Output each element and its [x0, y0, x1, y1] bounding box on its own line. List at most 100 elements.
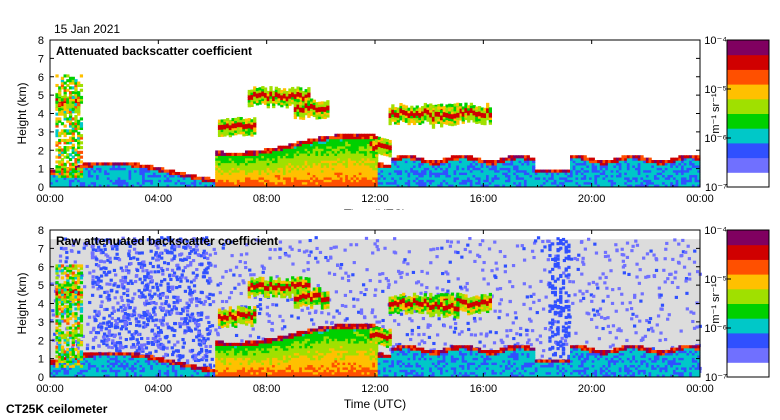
heatmap-cell [174, 179, 178, 183]
heatmap-cell [605, 162, 609, 166]
heatmap-cell [345, 133, 349, 137]
x-tick-label: 16:00 [470, 193, 498, 205]
heatmap-cell [502, 160, 506, 164]
heatmap-cell [385, 150, 390, 155]
heatmap-cell [71, 91, 75, 95]
heatmap-cell [364, 136, 368, 140]
heatmap-cell [255, 162, 260, 166]
heatmap-cell [624, 167, 628, 171]
heatmap-cell [226, 162, 230, 166]
heatmap-cell [402, 174, 406, 178]
heatmap-cell [334, 157, 338, 161]
heatmap-cell [90, 171, 94, 176]
heatmap-cell [366, 169, 371, 173]
heatmap-cell [494, 167, 498, 171]
heatmap-cell [477, 181, 482, 185]
heatmap-cell [250, 89, 254, 93]
heatmap-cell [326, 164, 330, 168]
heatmap-cell [393, 160, 398, 164]
heatmap-cell [312, 157, 316, 161]
heatmap-cell [689, 176, 693, 180]
heatmap-cell [63, 141, 67, 145]
heatmap-cell [442, 167, 446, 171]
heatmap-cell [173, 245, 177, 249]
heatmap-cell [125, 167, 130, 171]
heatmap-cell [120, 298, 124, 302]
heatmap-cell [337, 169, 341, 173]
heatmap-cell [626, 169, 631, 173]
heatmap-cell [255, 150, 260, 154]
heatmap-cell [383, 140, 387, 144]
heatmap-cell [228, 131, 232, 135]
heatmap-cell [282, 181, 287, 185]
heatmap-cell [494, 162, 498, 166]
heatmap-cell [350, 181, 354, 185]
heatmap-cell [122, 304, 126, 308]
heatmap-cell [304, 183, 308, 187]
heatmap-cell [659, 164, 663, 168]
heatmap-cell [513, 162, 517, 166]
heatmap-cell [312, 140, 316, 145]
heatmap-cell [431, 171, 436, 176]
heatmap-cell [107, 320, 111, 324]
heatmap-cell [55, 131, 59, 135]
heatmap-cell [250, 169, 254, 173]
heatmap-cell [93, 162, 97, 166]
heatmap-cell [410, 179, 414, 183]
heatmap-cell [63, 169, 67, 174]
heatmap-cell [534, 176, 539, 180]
heatmap-cell [239, 181, 243, 185]
heatmap-cell [86, 241, 90, 245]
heatmap-cell [515, 171, 520, 176]
heatmap-cell [68, 103, 73, 107]
heatmap-cell [274, 160, 279, 164]
heatmap-cell [139, 171, 143, 176]
heatmap-cell [77, 131, 81, 135]
heatmap-cell [526, 183, 530, 187]
heatmap-cell [77, 138, 81, 142]
heatmap-cell [118, 341, 123, 345]
heatmap-cell [678, 155, 682, 159]
heatmap-cell [388, 114, 392, 119]
heatmap-cell [407, 167, 411, 171]
heatmap-cell [648, 164, 652, 168]
heatmap-cell [450, 108, 455, 112]
heatmap-cell [467, 109, 471, 114]
heatmap-cell [115, 171, 119, 176]
heatmap-cell [158, 296, 162, 300]
heatmap-cell [253, 150, 257, 154]
heatmap-cell [239, 155, 243, 159]
heatmap-cell [255, 164, 260, 168]
heatmap-cell [236, 126, 241, 130]
heatmap-cell [228, 152, 232, 156]
heatmap-cell [111, 247, 115, 251]
heatmap-cell [58, 146, 62, 150]
heatmap-cell [345, 169, 349, 173]
heatmap-cell [55, 112, 59, 116]
heatmap-cell [391, 183, 395, 187]
heatmap-cell [564, 169, 568, 173]
heatmap-cell [681, 181, 685, 185]
heatmap-cell [323, 152, 327, 156]
heatmap-cell [632, 164, 636, 168]
heatmap-cell [694, 181, 698, 185]
heatmap-cell [109, 174, 113, 178]
heatmap-cell [320, 140, 325, 145]
heatmap-cell [253, 119, 257, 123]
x-tick-label: 04:00 [145, 193, 173, 205]
heatmap-cell [342, 164, 346, 168]
heatmap-cell [331, 157, 335, 161]
heatmap-cell [532, 183, 536, 187]
heatmap-cell [653, 183, 658, 187]
heatmap-cell [442, 162, 446, 166]
heatmap-cell [583, 155, 587, 159]
heatmap-cell [353, 179, 357, 183]
heatmap-cell [472, 107, 476, 111]
heatmap-cell [82, 167, 86, 171]
heatmap-cell [366, 143, 371, 147]
heatmap-cell [326, 174, 330, 178]
heatmap-cell [445, 164, 449, 168]
heatmap-cell [605, 171, 609, 176]
heatmap-cell [174, 307, 179, 311]
heatmap-cell [112, 268, 117, 272]
